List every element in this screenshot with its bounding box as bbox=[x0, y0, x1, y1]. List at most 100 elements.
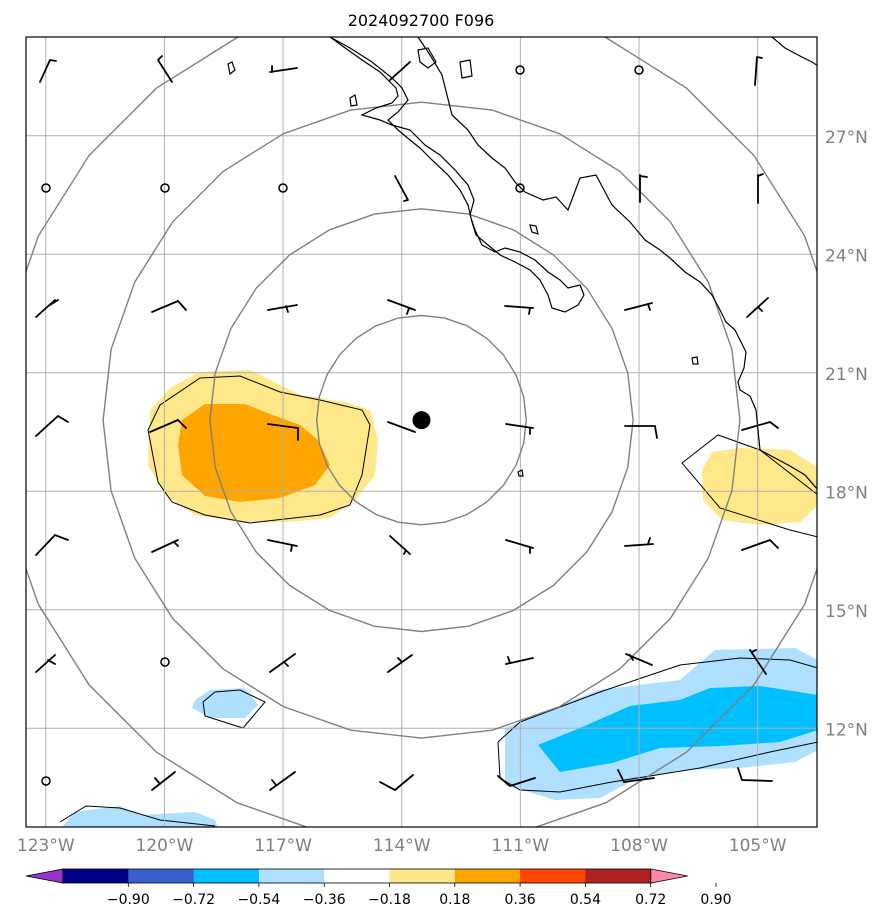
contour-east bbox=[681, 434, 817, 538]
island-3 bbox=[459, 59, 473, 79]
island-6 bbox=[691, 356, 699, 365]
wind-barb bbox=[387, 421, 416, 433]
wind-barb bbox=[267, 539, 298, 552]
longitude-tick-labels: 123°W 120°W 117°W 114°W 111°W 108°W 105°W bbox=[17, 836, 787, 856]
wind-barb bbox=[387, 299, 416, 315]
colorbar-extend-high bbox=[650, 868, 688, 884]
longitude-label: 123°W bbox=[17, 836, 75, 856]
colorbar-segment bbox=[520, 869, 586, 883]
colorbar-tick-label: 0.72 bbox=[635, 892, 666, 908]
wind-barb bbox=[624, 425, 658, 439]
coastline bbox=[227, 37, 817, 490]
wind-barb bbox=[35, 654, 56, 673]
wind-barb bbox=[624, 302, 653, 311]
wind-barb bbox=[35, 299, 59, 318]
latitude-label: 18°N bbox=[825, 483, 868, 503]
northeast-coast bbox=[771, 37, 817, 67]
longitude-label: 105°W bbox=[729, 836, 787, 856]
colorbar-segment bbox=[389, 869, 456, 883]
longitude-label: 120°W bbox=[136, 836, 194, 856]
wind-barb bbox=[617, 769, 655, 783]
wind-barb bbox=[387, 654, 413, 673]
calm-wind-circle bbox=[278, 183, 288, 193]
colorbar-tick-label: −0.72 bbox=[172, 892, 215, 908]
longitude-label: 114°W bbox=[373, 836, 431, 856]
colorbar-segment bbox=[324, 869, 390, 883]
island-2 bbox=[349, 94, 358, 107]
latitude-label: 24°N bbox=[825, 246, 868, 266]
wind-barb bbox=[505, 656, 534, 665]
colorbar-segment bbox=[585, 869, 652, 883]
colorbar-extend-low bbox=[25, 868, 64, 884]
latitude-tick-labels: 27°N 24°N 21°N 18°N 15°N 12°N bbox=[825, 128, 868, 741]
calm-wind-markers bbox=[41, 65, 644, 786]
map-frame bbox=[25, 36, 818, 828]
calm-wind-circle bbox=[160, 183, 170, 193]
wind-barb bbox=[737, 767, 773, 782]
wind-barb bbox=[749, 649, 767, 675]
wind-barb bbox=[35, 533, 69, 556]
colorbar-segment bbox=[128, 869, 195, 883]
colorbar-tick-label: 0.54 bbox=[570, 892, 601, 908]
colorbar-segment bbox=[454, 869, 521, 883]
wind-barb bbox=[505, 539, 534, 554]
wind-barb bbox=[267, 423, 299, 441]
wind-barb bbox=[151, 299, 187, 313]
wind-barb bbox=[149, 418, 187, 433]
wind-barb bbox=[269, 653, 296, 673]
calm-wind-circle bbox=[160, 657, 170, 667]
wind-barb bbox=[639, 174, 648, 203]
wind-barb bbox=[151, 539, 179, 553]
wind-barb bbox=[157, 55, 173, 83]
contour-corner bbox=[59, 805, 216, 827]
range-ring bbox=[102, 101, 741, 739]
longitude-label: 111°W bbox=[491, 836, 549, 856]
gridlines bbox=[26, 37, 817, 827]
wind-barbs bbox=[35, 55, 779, 792]
latitude-label: 12°N bbox=[825, 720, 868, 740]
colorbar-tick-label: 0.18 bbox=[439, 892, 470, 908]
colorbar: −0.90 −0.72 −0.54 −0.36 −0.18 0.18 0.36 0.54 0.7… bbox=[25, 868, 732, 908]
island-5 bbox=[529, 224, 539, 235]
range-ring bbox=[209, 208, 634, 633]
calm-wind-circle bbox=[634, 65, 644, 75]
wind-barb bbox=[269, 65, 298, 73]
colorbar-outline bbox=[62, 868, 652, 884]
calm-wind-circle bbox=[515, 183, 525, 193]
wind-barb bbox=[39, 59, 57, 83]
colorbar-tick-label: 0.36 bbox=[505, 892, 536, 908]
colorbar-tick-label: −0.90 bbox=[107, 892, 150, 908]
wind-barb bbox=[389, 535, 411, 555]
colorbar-segment bbox=[63, 869, 129, 883]
wind-barb bbox=[625, 653, 653, 666]
calm-wind-circle bbox=[41, 776, 51, 786]
wind-barb bbox=[379, 774, 414, 792]
strong-negative-anomaly-area bbox=[538, 686, 817, 772]
wind-barb bbox=[504, 305, 534, 315]
island-7 bbox=[517, 469, 524, 477]
wind-barb bbox=[757, 173, 764, 204]
wind-barb bbox=[35, 414, 69, 437]
latitude-label: 27°N bbox=[825, 128, 868, 148]
longitude-label: 108°W bbox=[610, 836, 668, 856]
latitude-label: 21°N bbox=[825, 365, 868, 385]
wind-barb bbox=[151, 771, 176, 791]
positive-anomaly-area-east bbox=[702, 448, 817, 525]
storm-center-marker bbox=[412, 411, 431, 430]
wind-barb bbox=[624, 537, 654, 547]
colorbar-tick-label: −0.18 bbox=[368, 892, 411, 908]
colorbar-segment bbox=[258, 869, 325, 883]
latitude-label: 15°N bbox=[825, 602, 868, 622]
strong-positive-anomaly-area bbox=[178, 404, 330, 502]
longitude-label: 117°W bbox=[254, 836, 312, 856]
colorbar-tick-label: 0.90 bbox=[700, 892, 731, 908]
colorbar-tick-label: −0.54 bbox=[237, 892, 280, 908]
contour-small bbox=[202, 689, 266, 729]
calm-wind-circle bbox=[41, 183, 51, 193]
negative-anomaly-area-small bbox=[192, 688, 258, 718]
wind-barb bbox=[497, 775, 536, 788]
wind-barb bbox=[741, 538, 779, 551]
wind-barb bbox=[269, 771, 296, 791]
range-ring bbox=[26, 37, 817, 827]
